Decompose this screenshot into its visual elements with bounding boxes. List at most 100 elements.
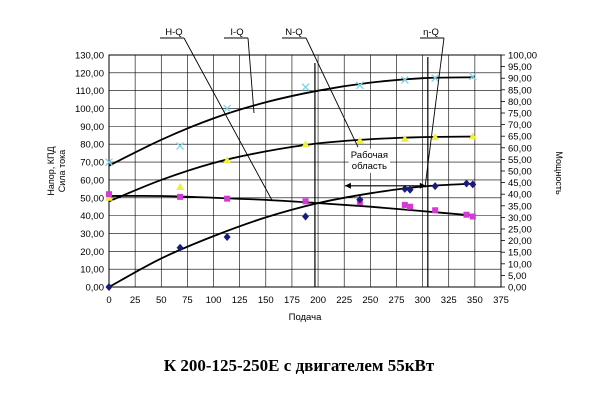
- x-tick-label: 225: [336, 295, 352, 306]
- curve-label-eta-q: η-Q: [423, 27, 439, 38]
- x-tick-label: 0: [106, 295, 111, 306]
- y-right-tick-label: 70,00: [508, 120, 532, 131]
- data-point-square: [432, 207, 439, 214]
- curve-label-leader: [424, 37, 445, 188]
- x-tick-label: 300: [415, 295, 431, 306]
- trend-curves: [108, 76, 475, 288]
- data-point-square: [177, 193, 184, 200]
- y-right-tick-label: 95,00: [508, 62, 532, 73]
- x-tick-label: 325: [441, 295, 457, 306]
- x-tick-label: 275: [389, 295, 405, 306]
- y-left-tick-label: 80,00: [80, 140, 104, 151]
- data-point-triangle: [431, 133, 440, 141]
- x-marker-stroke: [223, 104, 232, 113]
- y-left-tick-label: 110,00: [76, 86, 104, 97]
- data-point-x-marker: [400, 76, 409, 84]
- y-right-tick-label: 30,00: [508, 213, 532, 224]
- y-right-tick-label: 20,00: [508, 236, 532, 247]
- annotations: Рабочая область H-Q I-Q N-Q η-Q: [160, 27, 445, 287]
- data-point-square: [401, 201, 408, 208]
- operating-range-label-line: Рабочая: [351, 150, 388, 161]
- x-tick-label: 250: [362, 295, 378, 306]
- data-point-triangle: [468, 132, 477, 140]
- operating-range-label-line: область: [352, 161, 387, 172]
- data-point-diamond: [105, 283, 113, 291]
- y-left-tick-label: 10,00: [80, 265, 104, 276]
- y-right-tick-label: 15,00: [508, 248, 532, 259]
- y-right-tick-label: 25,00: [508, 225, 532, 236]
- x-marker-stroke: [176, 142, 185, 150]
- data-point-x-marker: [176, 142, 185, 150]
- data-point-triangle: [105, 193, 113, 201]
- y-right-tick-label: 35,00: [508, 201, 532, 212]
- x-marker-stroke: [468, 72, 477, 81]
- data-point-diamond: [356, 195, 364, 204]
- x-marker-stroke: [431, 74, 440, 83]
- curve-label-h-q: H-Q: [165, 27, 182, 38]
- data-point-triangle: [301, 140, 310, 148]
- y-left-tick-label: 100,00: [75, 104, 104, 115]
- plot-frame: [108, 54, 502, 288]
- y-left-axis-title: Напор, КПДСила тока: [46, 146, 67, 195]
- x-tick-label: 100: [206, 295, 222, 306]
- y-right-tick-label: 80,00: [508, 97, 532, 108]
- curve-label-leader: [247, 37, 255, 114]
- y-right-tick-label: 65,00: [508, 132, 532, 143]
- curve-label-leader: [183, 37, 273, 201]
- x-tick-label: 50: [156, 295, 167, 306]
- operating-range-label-bg: [348, 148, 390, 173]
- x-tick-label: 200: [310, 295, 326, 306]
- y-right-tick-label: 85,00: [508, 85, 532, 96]
- y-left-tick-label: 90,00: [80, 122, 104, 133]
- x-tick-label: 25: [130, 295, 141, 306]
- x-axis-title: Подача: [289, 312, 322, 323]
- data-point-square: [302, 198, 309, 205]
- data-point-square: [463, 211, 470, 218]
- y-right-tick-label: 60,00: [508, 143, 532, 154]
- y-right-tick-label: 45,00: [508, 178, 532, 189]
- data-point-square: [469, 213, 476, 220]
- x-tick-label: 75: [182, 295, 193, 306]
- y-right-tick-label: 55,00: [508, 155, 532, 166]
- data-point-diamond: [406, 185, 414, 194]
- curve-label-i-q: I-Q: [230, 27, 243, 38]
- data-point-triangle: [400, 134, 409, 142]
- data-point-diamond: [469, 180, 477, 189]
- grid: [108, 54, 502, 288]
- y-left-tick-label: 30,00: [80, 229, 104, 240]
- data-point-x-marker: [355, 81, 364, 90]
- data-point-diamond: [176, 243, 184, 252]
- data-point-square: [407, 203, 414, 210]
- axes: 0,00 10,00 20,00 30,00 40,00 50,00 60,00 70,00 8…: [46, 51, 564, 324]
- data-point-diamond: [401, 184, 409, 193]
- x-tick-label: 375: [493, 295, 509, 306]
- y-right-tick-label: 10,00: [508, 259, 532, 270]
- y-right-tick-label: 40,00: [508, 190, 532, 201]
- y-right-tick-label: 75,00: [508, 109, 532, 120]
- x-marker-stroke: [105, 158, 113, 167]
- data-point-x-marker: [223, 104, 232, 113]
- trend-curve: [108, 135, 475, 203]
- operating-range-arrowhead-left: [344, 182, 351, 189]
- trend-curve: [108, 182, 475, 288]
- x-marker-stroke: [355, 81, 364, 90]
- y-right-tick-label: 90,00: [508, 74, 532, 85]
- data-point-diamond: [463, 179, 471, 188]
- y-left-tick-label: 0,00: [86, 283, 105, 294]
- data-point-x-marker: [105, 158, 113, 167]
- data-point-diamond: [431, 182, 439, 191]
- data-point-square: [224, 195, 231, 202]
- operating-range-label: Рабочая область: [351, 150, 388, 172]
- y-left-tick-label: 130,00: [75, 51, 104, 62]
- y-right-axis-title: Мощность: [554, 151, 564, 195]
- data-point-triangle: [176, 183, 185, 191]
- trend-curve: [108, 76, 475, 167]
- y-right-tick-label: 100,00: [508, 51, 537, 62]
- data-point-diamond: [302, 212, 310, 221]
- curve-label-n-q: N-Q: [285, 27, 302, 38]
- y-left-tick-label: 40,00: [80, 211, 104, 222]
- y-right-tick-label: 0,00: [508, 283, 527, 294]
- chart-caption: К 200-125-250Е с двигателем 55кВт: [163, 356, 435, 375]
- y-right-tick-label: 50,00: [508, 167, 532, 178]
